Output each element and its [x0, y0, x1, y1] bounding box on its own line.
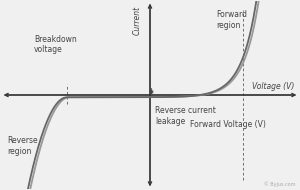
- Text: Reverse
region: Reverse region: [7, 136, 38, 156]
- Text: Forward
region: Forward region: [216, 10, 247, 29]
- Text: Current: Current: [133, 6, 142, 36]
- Text: Reverse current
leakage: Reverse current leakage: [155, 106, 216, 126]
- Text: Breakdown
voltage: Breakdown voltage: [34, 35, 76, 54]
- Text: Forward Voltage (V): Forward Voltage (V): [190, 120, 266, 128]
- Text: © Byjus.com: © Byjus.com: [265, 182, 296, 187]
- Text: Voltage (V): Voltage (V): [252, 82, 294, 91]
